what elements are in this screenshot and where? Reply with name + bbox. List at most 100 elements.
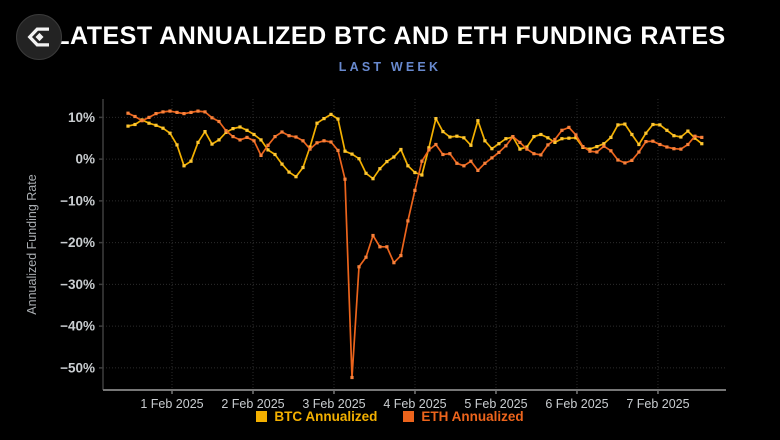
data-point-btc: [294, 175, 298, 179]
data-point-btc: [588, 147, 592, 151]
data-point-eth: [322, 139, 326, 143]
y-tick-label: −50%: [60, 360, 95, 375]
data-point-btc: [427, 146, 431, 150]
data-point-eth: [238, 138, 242, 142]
y-tick-label: −40%: [60, 319, 95, 334]
data-point-btc: [273, 152, 277, 157]
data-point-btc: [126, 124, 130, 128]
data-point-eth: [231, 135, 235, 139]
y-tick-label: −10%: [60, 193, 95, 208]
data-point-eth: [224, 129, 228, 133]
x-tick-label: 7 Feb 2025: [626, 397, 689, 411]
data-point-btc: [441, 130, 445, 134]
data-point-btc: [399, 147, 403, 152]
y-axis-title: Annualized Funding Rate: [25, 174, 39, 314]
data-point-btc: [392, 155, 396, 159]
data-point-eth: [406, 219, 410, 223]
data-point-btc: [266, 148, 270, 152]
data-point-btc: [420, 173, 424, 177]
data-point-eth: [399, 254, 403, 258]
data-point-btc: [448, 135, 452, 139]
data-point-eth: [665, 145, 669, 149]
data-point-eth: [315, 141, 319, 145]
data-point-btc: [532, 135, 536, 139]
data-point-btc: [210, 142, 214, 146]
data-point-btc: [686, 129, 690, 133]
data-point-eth: [378, 245, 382, 249]
data-point-eth: [560, 128, 564, 132]
data-point-btc: [161, 126, 165, 130]
data-point-btc: [336, 117, 340, 121]
data-point-eth: [490, 156, 494, 160]
x-tick-label: 3 Feb 2025: [302, 397, 365, 411]
data-point-eth: [294, 135, 298, 139]
y-tick-label: −20%: [60, 235, 95, 250]
data-point-eth: [182, 112, 186, 116]
data-point-btc: [315, 121, 319, 125]
data-point-eth: [385, 245, 389, 249]
data-point-btc: [560, 137, 564, 141]
data-point-btc: [133, 122, 137, 127]
data-point-eth: [133, 114, 137, 119]
data-point-eth: [448, 152, 452, 156]
data-point-eth: [287, 134, 291, 138]
data-point-eth: [147, 115, 151, 119]
y-tick-label: 0%: [75, 152, 95, 167]
velo-sigma-logo: [16, 14, 62, 60]
data-point-eth: [483, 161, 487, 165]
data-point-eth: [413, 188, 417, 192]
data-point-btc: [252, 132, 256, 137]
data-point-eth: [427, 148, 431, 152]
x-tick-label: 6 Feb 2025: [545, 397, 608, 411]
data-point-btc: [679, 135, 683, 139]
data-point-btc: [539, 132, 543, 137]
btc-line: [127, 113, 703, 180]
data-point-eth: [462, 164, 466, 168]
data-point-eth: [154, 112, 158, 116]
data-point-eth: [392, 261, 396, 265]
data-point-eth: [532, 152, 536, 156]
data-point-btc: [490, 147, 494, 151]
page-subtitle: LAST WEEK: [338, 60, 442, 74]
data-point-eth: [350, 375, 354, 380]
data-point-btc: [504, 137, 508, 141]
data-point-eth: [175, 110, 179, 114]
x-tick-label: 2 Feb 2025: [221, 397, 284, 411]
data-point-eth: [301, 139, 305, 143]
legend-item-btc: BTC Annualized: [256, 409, 377, 424]
data-point-eth: [574, 133, 578, 137]
data-point-eth: [308, 147, 312, 151]
data-point-btc: [182, 164, 186, 168]
data-point-btc: [231, 127, 235, 131]
data-point-eth: [161, 110, 165, 114]
data-point-btc: [651, 122, 655, 127]
data-point-eth: [259, 153, 263, 157]
data-point-btc: [476, 119, 480, 123]
data-point-eth: [140, 119, 144, 123]
data-point-eth: [595, 150, 599, 154]
data-point-eth: [357, 265, 361, 269]
data-point-btc: [196, 140, 200, 144]
data-point-eth: [553, 137, 557, 142]
data-point-btc: [602, 142, 606, 146]
data-point-eth: [364, 255, 368, 259]
data-point-btc: [364, 171, 368, 175]
data-point-eth: [266, 143, 270, 147]
data-point-btc: [546, 136, 550, 140]
data-point-eth: [567, 125, 571, 129]
data-point-eth: [525, 147, 529, 151]
data-point-eth: [126, 111, 130, 115]
data-point-btc: [308, 145, 312, 149]
data-point-eth: [252, 139, 256, 143]
data-point-btc: [217, 138, 221, 142]
data-point-eth: [196, 109, 200, 113]
btc-legend-swatch: [256, 411, 268, 422]
data-point-btc: [413, 170, 417, 175]
y-tick-label: 10%: [68, 110, 95, 125]
data-point-btc: [406, 164, 410, 168]
data-point-btc: [518, 147, 522, 151]
x-tick-label: 1 Feb 2025: [140, 397, 203, 411]
data-point-btc: [700, 142, 704, 146]
data-point-eth: [658, 142, 662, 147]
data-point-eth: [602, 144, 606, 148]
